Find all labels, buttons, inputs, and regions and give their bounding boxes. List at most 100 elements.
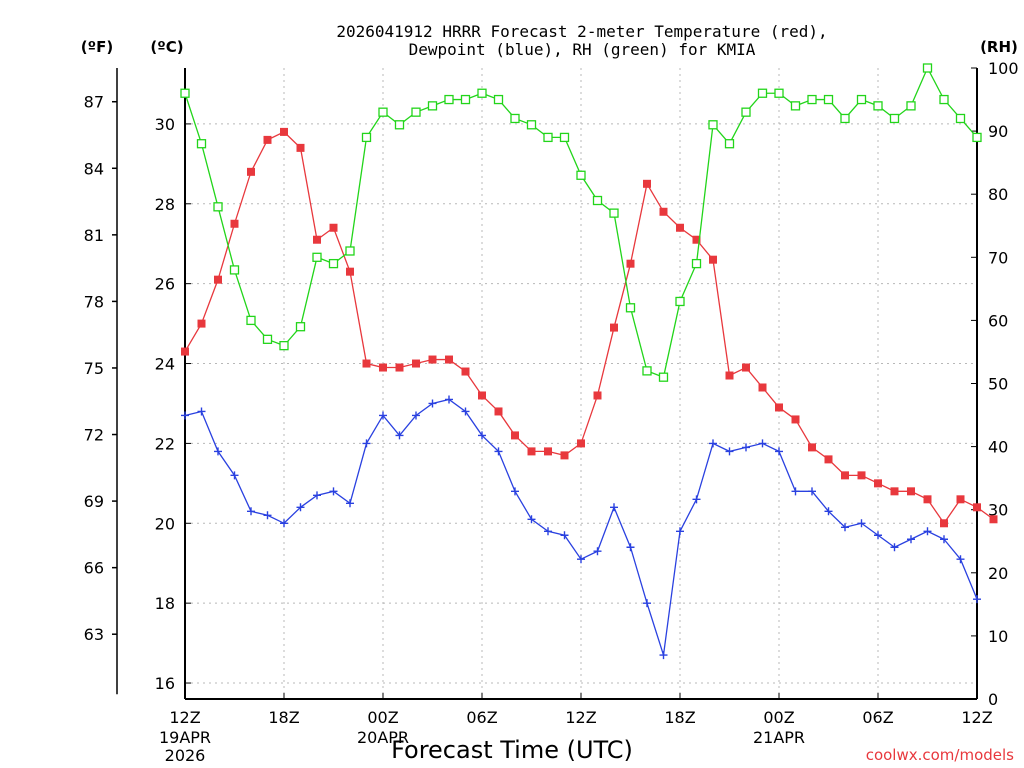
fahrenheit-tick-label: 66 bbox=[84, 559, 104, 578]
chart-title-line-2: Dewpoint (blue), RH (green) for KMIA bbox=[409, 40, 756, 59]
rh-point bbox=[279, 340, 289, 351]
temperature-point bbox=[610, 323, 618, 332]
rh-point bbox=[526, 120, 537, 130]
dewpoint-point bbox=[395, 431, 404, 440]
x-tick-label: 18Z bbox=[268, 708, 299, 727]
dewpoint-point bbox=[379, 411, 387, 420]
dewpoint-point bbox=[362, 439, 371, 448]
axes bbox=[112, 67, 978, 700]
rh-point bbox=[295, 322, 306, 332]
celsius-axis-label: (ºC) bbox=[150, 38, 183, 56]
dewpoint-point bbox=[709, 439, 717, 448]
rh-point bbox=[592, 195, 603, 206]
temperature-point bbox=[791, 415, 800, 424]
dewpoint-point bbox=[197, 407, 206, 416]
celsius-tick-label: 16 bbox=[155, 674, 175, 693]
rh-point bbox=[906, 101, 916, 111]
rh-point bbox=[708, 120, 718, 130]
temperature-point bbox=[808, 443, 816, 452]
temperature-point bbox=[989, 515, 998, 524]
temperature-point bbox=[362, 359, 371, 368]
dewpoint-point bbox=[973, 595, 981, 604]
dewpoint-point bbox=[494, 447, 503, 456]
rh-tick-label: 10 bbox=[988, 627, 1008, 646]
temperature-point bbox=[263, 135, 272, 144]
celsius-tick-label: 28 bbox=[155, 195, 175, 214]
temperature-point bbox=[890, 487, 899, 496]
dewpoint-point bbox=[445, 395, 453, 404]
temperature-point bbox=[379, 363, 387, 372]
rh-point bbox=[312, 252, 322, 262]
temperature-point bbox=[709, 255, 717, 264]
x-date-label: 2026 bbox=[165, 746, 206, 765]
temperature-point bbox=[412, 359, 420, 368]
temperature-point bbox=[973, 503, 981, 512]
temperature-point bbox=[742, 363, 750, 372]
rh-point bbox=[675, 296, 685, 307]
x-tick-label: 12Z bbox=[565, 708, 596, 727]
dewpoint-point bbox=[923, 527, 932, 536]
x-tick-label: 12Z bbox=[961, 708, 992, 727]
rh-point bbox=[724, 139, 735, 149]
x-tick-label: 12Z bbox=[169, 708, 200, 727]
rh-tick-label: 30 bbox=[988, 501, 1008, 520]
temperature-point bbox=[280, 127, 288, 136]
rh-point bbox=[477, 88, 487, 98]
rh-point bbox=[691, 258, 702, 269]
temperature-point bbox=[329, 223, 338, 232]
dewpoint-point bbox=[313, 491, 321, 500]
chart-title-line-1: 2026041912 HRRR Forecast 2-meter Tempera… bbox=[336, 22, 827, 41]
rh-tick-label: 70 bbox=[988, 248, 1008, 267]
rh-point bbox=[559, 132, 570, 143]
rh-point bbox=[757, 88, 768, 98]
temperature-point bbox=[940, 519, 948, 528]
dewpoint-line bbox=[184, 398, 978, 656]
temperature-point bbox=[841, 471, 849, 480]
temperature-point bbox=[626, 259, 635, 268]
fahrenheit-tick-label: 72 bbox=[84, 426, 104, 445]
rh-tick-label: 80 bbox=[988, 185, 1008, 204]
rh-point bbox=[939, 94, 949, 105]
rh-tick-label: 50 bbox=[988, 375, 1008, 394]
tick-labels: 12Z 18Z 00Z 06Z 12Z 18Z 00Z 06Z 12Z19APR202620AP… bbox=[84, 59, 1019, 765]
temperature-point bbox=[395, 363, 404, 372]
data-series bbox=[180, 63, 998, 660]
dewpoint-point bbox=[593, 547, 602, 556]
rh-point bbox=[774, 88, 784, 98]
rh-tick-label: 100 bbox=[988, 59, 1019, 78]
temperature-point bbox=[857, 471, 866, 480]
rh-point bbox=[955, 113, 966, 124]
temperature-point bbox=[907, 487, 915, 496]
x-axis-title: Forecast Time (UTC) bbox=[391, 736, 633, 764]
rh-point bbox=[213, 202, 223, 212]
rh-tick-label: 40 bbox=[988, 438, 1008, 457]
rh-point bbox=[823, 94, 834, 105]
temperature-point bbox=[643, 179, 651, 188]
rh-point bbox=[378, 107, 388, 117]
rh-point bbox=[361, 132, 372, 143]
rh-point bbox=[229, 265, 240, 275]
rh-point bbox=[889, 113, 900, 124]
temperature-point bbox=[577, 439, 585, 448]
rh-point bbox=[246, 315, 256, 326]
grid-lines bbox=[185, 68, 977, 699]
rh-point bbox=[856, 94, 867, 105]
x-date-label: 20APR bbox=[357, 728, 409, 747]
temperature-point bbox=[461, 367, 470, 376]
rh-point bbox=[493, 94, 504, 105]
celsius-tick-label: 18 bbox=[155, 594, 175, 613]
dewpoint-point bbox=[758, 439, 767, 448]
temperature-point bbox=[923, 495, 932, 504]
dewpoint-point bbox=[346, 499, 354, 508]
rh-point bbox=[394, 120, 405, 130]
rh-point bbox=[873, 101, 883, 111]
celsius-tick-label: 22 bbox=[155, 434, 175, 453]
fahrenheit-tick-label: 69 bbox=[84, 492, 104, 511]
dewpoint-point bbox=[247, 507, 255, 516]
temperature-line bbox=[184, 131, 994, 525]
rh-point bbox=[444, 94, 454, 105]
dewpoint-point bbox=[412, 411, 420, 420]
x-tick-label: 00Z bbox=[367, 708, 398, 727]
dewpoint-point bbox=[527, 515, 536, 524]
rh-point bbox=[972, 132, 982, 143]
